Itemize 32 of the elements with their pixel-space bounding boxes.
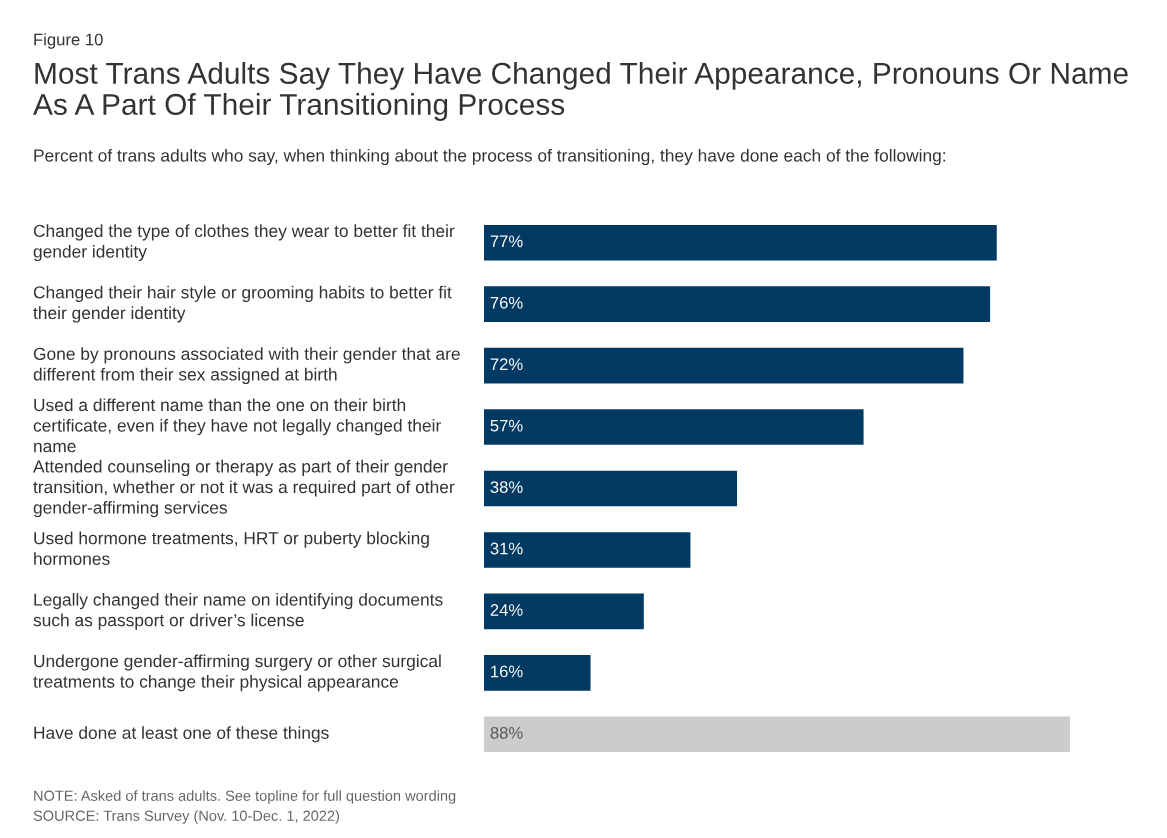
data-label: 16% [491, 665, 523, 678]
chart-subtitle: Percent of trans adults who say, when thinking about the process of transitioning, they have done each of the following: [34, 148, 946, 166]
y-tick-label: Changed their hair style or grooming habits to better fit their gender identity [33, 285, 452, 323]
y-tick-label: Changed the type of clothes they wear to better fit their gender identity [33, 224, 455, 262]
data-label: 72% [490, 358, 523, 371]
y-tick-label: Used hormone treatments, HRT or puberty blocking hormones [34, 531, 429, 565]
y-tick-label: Used a different name than the one on their birth certificate, even if they have not legally changed their name [33, 398, 441, 453]
text: NOTE: Asked of trans adults. See topline for full question wording [34, 790, 456, 804]
bar [484, 655, 591, 691]
bar [484, 286, 991, 322]
bar [484, 593, 644, 630]
chart-title: Most Trans Adults Say They Have Changed Their Appearance, Pronouns Or Name As A Part Of Their Transitioning Process [33, 62, 1128, 121]
bar [484, 409, 864, 445]
bar [484, 347, 964, 384]
y-tick-label: Attended counseling or therapy as part of their gender transition, whether or not it was a required part of other gender-affirming services [33, 459, 455, 518]
bar [484, 224, 997, 261]
data-label: 31% [490, 542, 523, 555]
data-label: 24% [490, 604, 523, 616]
y-tick-label: Gone by pronouns associated with their gender that are different from their sex assigned at birth [33, 347, 460, 384]
bar [484, 532, 691, 568]
data-label: 76% [490, 296, 523, 309]
y-tick-label: Undergone gender-affirming surgery or other surgical treatments to change their physical appearance [33, 654, 441, 692]
source-note: SOURCE: Trans Survey (Nov. 10-Dec. 1, 2022) [33, 810, 339, 824]
data-label: 88% [490, 726, 523, 739]
data-label: 38% [490, 481, 523, 493]
caption: Figure 10 [34, 33, 103, 49]
y-tick-label: Have done at least one of these things [34, 726, 329, 743]
y-tick-label: Legally changed their name on identifying documents such as passport or driver’s license [33, 593, 443, 630]
bar [484, 470, 738, 507]
data-label: 77% [490, 235, 523, 248]
bar [484, 716, 1070, 753]
data-label: 57% [490, 419, 523, 432]
